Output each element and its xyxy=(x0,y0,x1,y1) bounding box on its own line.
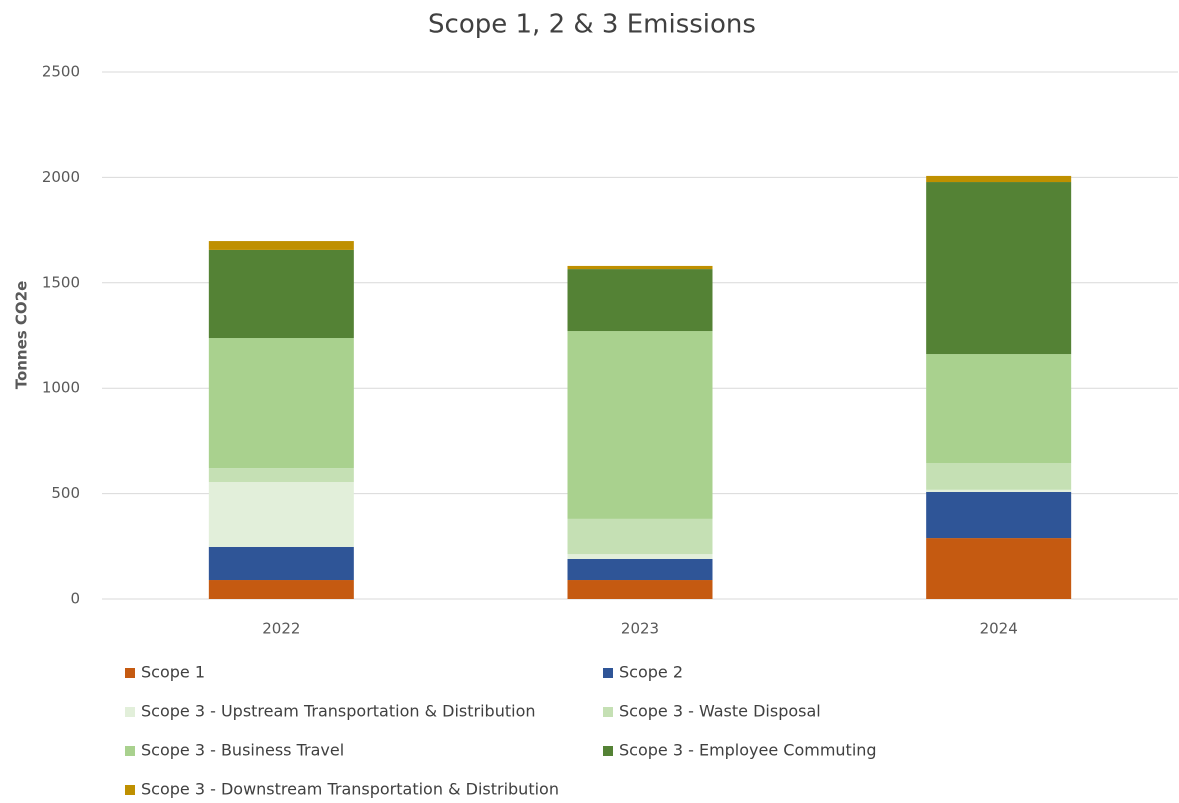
bar-segment xyxy=(208,482,354,547)
legend-swatch xyxy=(603,746,613,756)
legend-swatch xyxy=(125,707,135,717)
bar-segment xyxy=(567,518,713,555)
legend-label: Scope 2 xyxy=(619,663,683,682)
bar-segment xyxy=(567,269,713,332)
bar-segment xyxy=(208,546,354,581)
bar-segment xyxy=(567,554,713,559)
bar-segment xyxy=(926,182,1072,355)
legend: Scope 1 Scope 2 Scope 3 - Upstream Transpo… xyxy=(125,663,877,799)
y-tick-label: 0 xyxy=(70,590,80,608)
bar-segment xyxy=(926,491,1072,539)
bar-segment xyxy=(567,331,713,519)
legend-swatch xyxy=(603,707,613,717)
bar-segment xyxy=(208,580,354,599)
legend-label: Scope 3 - Waste Disposal xyxy=(619,702,821,721)
y-tick-label: 500 xyxy=(51,484,80,502)
legend-label: Scope 3 - Business Travel xyxy=(141,741,344,760)
y-tick-label: 2500 xyxy=(42,63,80,81)
y-tick-label: 1000 xyxy=(42,379,80,397)
y-axis-label: Tonnes CO2e xyxy=(13,281,31,390)
legend-label: Scope 3 - Employee Commuting xyxy=(619,741,877,760)
x-tick-label: 2022 xyxy=(262,620,300,638)
x-tick-label: 2024 xyxy=(980,620,1018,638)
legend-swatch xyxy=(125,668,135,678)
bar-segment xyxy=(926,538,1072,599)
bar-segment xyxy=(926,354,1072,464)
legend-label: Scope 1 xyxy=(141,663,205,682)
legend-swatch xyxy=(603,668,613,678)
legend-swatch xyxy=(125,785,135,795)
bar-segment xyxy=(208,468,354,483)
legend-swatch xyxy=(125,746,135,756)
legend-label: Scope 3 - Upstream Transportation & Dist… xyxy=(141,702,536,721)
bar-segment xyxy=(926,175,1072,183)
y-tick-label: 2000 xyxy=(42,168,80,186)
bar-segment xyxy=(926,489,1072,492)
bar-segment xyxy=(208,338,354,469)
chart-title: Scope 1, 2 & 3 Emissions xyxy=(428,10,756,40)
bar-segment xyxy=(926,463,1072,490)
legend-label: Scope 3 - Downstream Transportation & Di… xyxy=(141,780,559,799)
y-tick-label: 1500 xyxy=(42,273,80,291)
bar-segment xyxy=(567,558,713,581)
x-tick-label: 2023 xyxy=(621,620,659,638)
bar-segment xyxy=(208,241,354,250)
bar-segment xyxy=(567,580,713,599)
bar-segment xyxy=(567,265,713,270)
bar-segment xyxy=(208,249,354,339)
